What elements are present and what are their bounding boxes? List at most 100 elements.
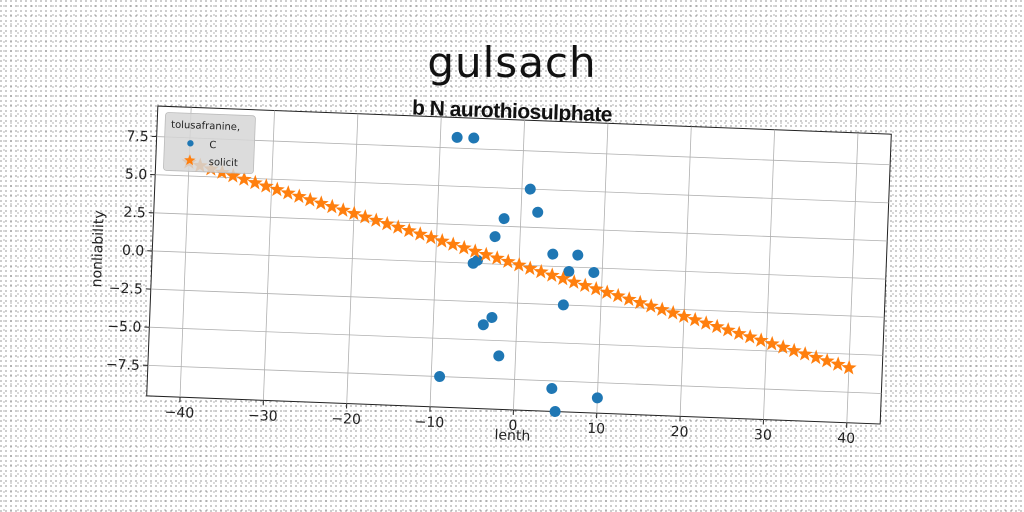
data-point-solicit bbox=[709, 318, 725, 334]
data-point-solicit bbox=[302, 191, 318, 207]
data-point-solicit bbox=[434, 233, 450, 248]
data-point-solicit bbox=[731, 325, 747, 341]
x-tick-label: 40 bbox=[837, 430, 855, 447]
data-point-solicit bbox=[335, 202, 351, 217]
data-point-solicit bbox=[566, 274, 582, 289]
x-tick-label: −30 bbox=[248, 408, 278, 425]
data-point-solicit bbox=[324, 198, 340, 214]
data-point-solicit bbox=[533, 263, 549, 279]
legend-label-solicit: solicit bbox=[208, 157, 238, 169]
x-tick-label: 30 bbox=[754, 427, 772, 444]
data-point-c bbox=[563, 266, 575, 278]
x-tick-label: 10 bbox=[587, 421, 605, 438]
data-point-c bbox=[557, 299, 569, 311]
data-point-solicit bbox=[775, 339, 791, 354]
data-point-solicit bbox=[555, 270, 571, 286]
x-tick-label: −40 bbox=[164, 405, 194, 422]
legend-marker-c bbox=[187, 140, 194, 147]
data-point-c bbox=[572, 249, 584, 261]
legend: tolusafranine, C solicit bbox=[163, 112, 256, 175]
data-point-c bbox=[434, 371, 446, 383]
data-point-solicit bbox=[236, 171, 252, 187]
legend-title: tolusafranine, bbox=[171, 120, 240, 134]
data-point-solicit bbox=[610, 287, 626, 303]
data-point-solicit bbox=[654, 301, 670, 317]
data-point-solicit bbox=[225, 167, 241, 183]
data-point-solicit bbox=[269, 181, 285, 197]
data-point-c bbox=[489, 231, 501, 243]
data-point-c bbox=[467, 257, 479, 269]
data-point-c bbox=[532, 206, 544, 218]
grid-line-y bbox=[147, 364, 882, 394]
data-point-c bbox=[591, 392, 603, 404]
y-ticks: −7.5 −5.0 −2.5 0.0 2.5 5.0 7.5 bbox=[106, 128, 157, 374]
x-tick-label: 20 bbox=[670, 424, 688, 441]
x-tick-label: −20 bbox=[331, 411, 361, 428]
data-point-c bbox=[547, 248, 559, 260]
y-tick-label: −5.0 bbox=[107, 319, 142, 336]
data-point-solicit bbox=[401, 222, 417, 238]
data-point-solicit bbox=[379, 215, 395, 231]
data-point-solicit bbox=[544, 267, 560, 282]
data-point-solicit bbox=[786, 342, 802, 358]
data-point-c bbox=[498, 213, 510, 225]
data-point-solicit bbox=[258, 178, 274, 193]
series-solicit bbox=[181, 154, 857, 375]
data-point-c bbox=[546, 382, 558, 394]
data-point-solicit bbox=[808, 349, 824, 365]
data-point-solicit bbox=[841, 359, 857, 375]
data-point-solicit bbox=[632, 294, 648, 310]
legend-marker-solicit bbox=[184, 154, 196, 166]
data-point-solicit bbox=[500, 253, 516, 269]
data-point-solicit bbox=[764, 335, 780, 351]
data-point-solicit bbox=[467, 243, 483, 258]
y-tick-label: −2.5 bbox=[108, 280, 143, 297]
data-point-solicit bbox=[478, 246, 494, 262]
data-point-c bbox=[486, 311, 498, 323]
x-tick-label: −10 bbox=[414, 414, 444, 431]
data-point-solicit bbox=[511, 257, 527, 272]
data-point-c bbox=[468, 132, 480, 144]
grid-line-y bbox=[149, 326, 883, 356]
data-point-solicit bbox=[346, 205, 362, 221]
data-point-solicit bbox=[291, 188, 307, 204]
data-point-solicit bbox=[797, 346, 813, 361]
data-point-solicit bbox=[577, 277, 593, 293]
data-point-solicit bbox=[390, 219, 406, 234]
data-point-solicit bbox=[676, 308, 692, 324]
data-point-c bbox=[549, 406, 561, 418]
data-point-solicit bbox=[412, 226, 428, 241]
data-point-solicit bbox=[643, 298, 659, 313]
data-point-solicit bbox=[753, 332, 769, 348]
series-c bbox=[434, 131, 603, 418]
data-point-solicit bbox=[368, 212, 384, 228]
y-tick-label: −7.5 bbox=[106, 357, 141, 374]
chart-title: gulsach bbox=[427, 38, 597, 87]
data-point-c bbox=[493, 350, 505, 362]
data-point-c bbox=[451, 131, 463, 143]
x-ticks: −40 −30 −20 −10 0 10 20 30 40 bbox=[164, 397, 855, 447]
grid-line-y bbox=[156, 136, 891, 166]
y-tick-label: 2.5 bbox=[123, 205, 146, 222]
legend-label-c: C bbox=[209, 140, 216, 151]
data-point-solicit bbox=[599, 284, 615, 300]
data-point-solicit bbox=[588, 281, 604, 296]
plot-group: −40 −30 −20 −10 0 10 20 30 40 −7.5 −5.0 −2.5 0.0 2.5… bbox=[89, 105, 892, 447]
data-point-solicit bbox=[357, 209, 373, 224]
data-point-solicit bbox=[280, 185, 296, 200]
data-point-solicit bbox=[819, 352, 835, 368]
data-point-solicit bbox=[445, 236, 461, 252]
data-point-solicit bbox=[698, 315, 714, 330]
data-point-solicit bbox=[423, 229, 439, 245]
data-point-solicit bbox=[456, 239, 472, 255]
y-tick-label: 5.0 bbox=[125, 167, 148, 184]
data-point-solicit bbox=[247, 174, 263, 190]
data-point-solicit bbox=[742, 329, 758, 344]
data-point-solicit bbox=[720, 322, 736, 337]
grid bbox=[147, 107, 891, 423]
grid-line-y bbox=[155, 174, 889, 204]
data-point-c bbox=[524, 183, 536, 195]
grid-line-y bbox=[150, 288, 885, 318]
x-tick-label: 0 bbox=[508, 418, 518, 434]
